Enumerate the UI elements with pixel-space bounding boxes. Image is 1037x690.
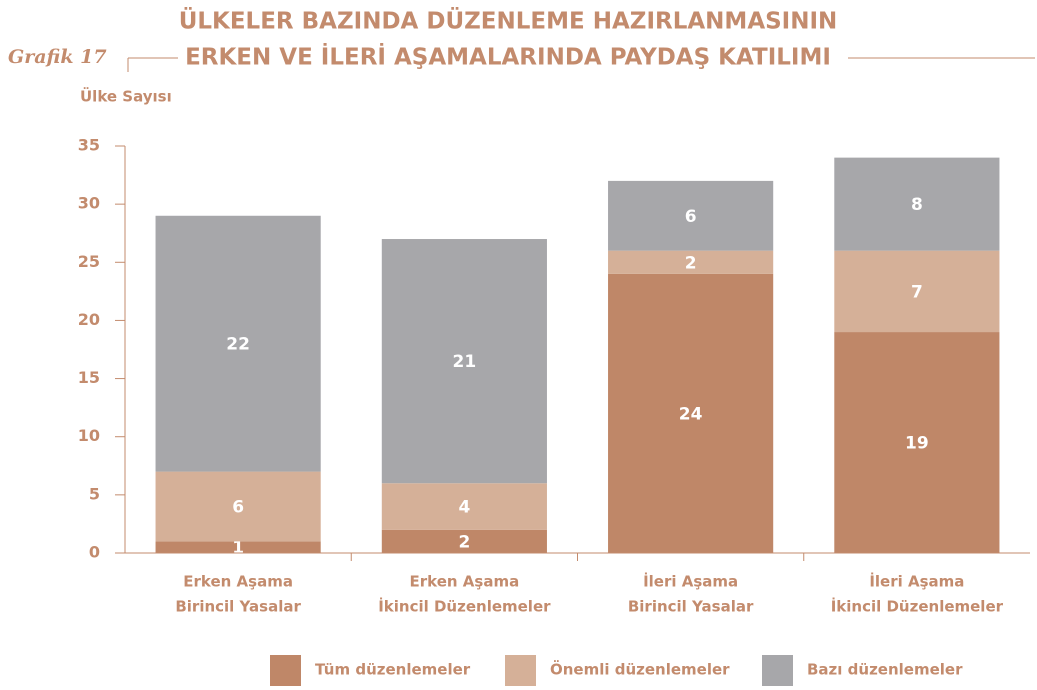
legend-swatch	[762, 655, 793, 686]
bar-segment	[155, 471, 321, 542]
data-label: 2	[458, 532, 470, 552]
y-axis-label: Ülke Sayısı	[80, 87, 172, 106]
y-tick-label: 0	[89, 543, 100, 562]
x-tick-label: Erken Aşama	[410, 573, 520, 591]
x-tick-label: Birincil Yasalar	[628, 598, 754, 616]
bar-segment	[608, 250, 774, 274]
x-tick-label: İkincil Düzenlemeler	[831, 597, 1004, 616]
legend-label: Tüm düzenlemeler	[315, 661, 471, 679]
data-label: 6	[685, 207, 697, 227]
bar-segment	[155, 541, 321, 553]
data-label: 2	[685, 253, 697, 273]
y-tick-label: 5	[89, 484, 100, 503]
bar-segment	[155, 215, 321, 472]
legend-swatch	[270, 655, 301, 686]
y-tick-label: 35	[78, 136, 100, 155]
x-tick-label: Birincil Yasalar	[175, 598, 301, 616]
bar-segment	[381, 483, 547, 530]
y-tick-label: 10	[78, 426, 100, 445]
y-tick-label: 30	[78, 194, 100, 213]
data-label: 24	[679, 404, 703, 424]
legend-label: Bazı düzenlemeler	[807, 661, 963, 679]
legend-swatch	[505, 655, 536, 686]
data-label: 22	[226, 335, 250, 355]
x-tick-label: İleri Aşama	[869, 572, 964, 591]
bar-segment	[608, 273, 774, 553]
y-tick-label: 20	[78, 310, 100, 329]
bar-segment	[608, 180, 774, 251]
data-label: 1	[232, 538, 244, 558]
bar-segment	[834, 332, 1000, 553]
x-tick-label: Erken Aşama	[183, 573, 293, 591]
legend-label: Önemli düzenlemeler	[550, 660, 730, 679]
data-label: 4	[458, 497, 470, 517]
bar-segment	[381, 239, 547, 484]
x-tick-label: İkincil Düzenlemeler	[378, 597, 551, 616]
y-tick-label: 15	[78, 368, 100, 387]
data-label: 8	[911, 195, 923, 215]
data-label: 19	[905, 434, 929, 454]
bar-segment	[834, 157, 1000, 251]
chart-title: ÜLKELER BAZINDA DÜZENLEME HAZIRLANMASINI…	[179, 7, 838, 35]
bar-segment	[381, 529, 547, 553]
bar-segment	[834, 250, 1000, 333]
chart-label: Grafik 17	[8, 46, 107, 68]
chart-title: ERKEN VE İLERİ AŞAMALARINDA PAYDAŞ KATIL…	[185, 43, 831, 71]
data-label: 7	[911, 282, 923, 302]
data-label: 21	[453, 352, 477, 372]
data-label: 6	[232, 497, 244, 517]
y-tick-label: 25	[78, 252, 100, 271]
x-tick-label: İleri Aşama	[643, 572, 738, 591]
